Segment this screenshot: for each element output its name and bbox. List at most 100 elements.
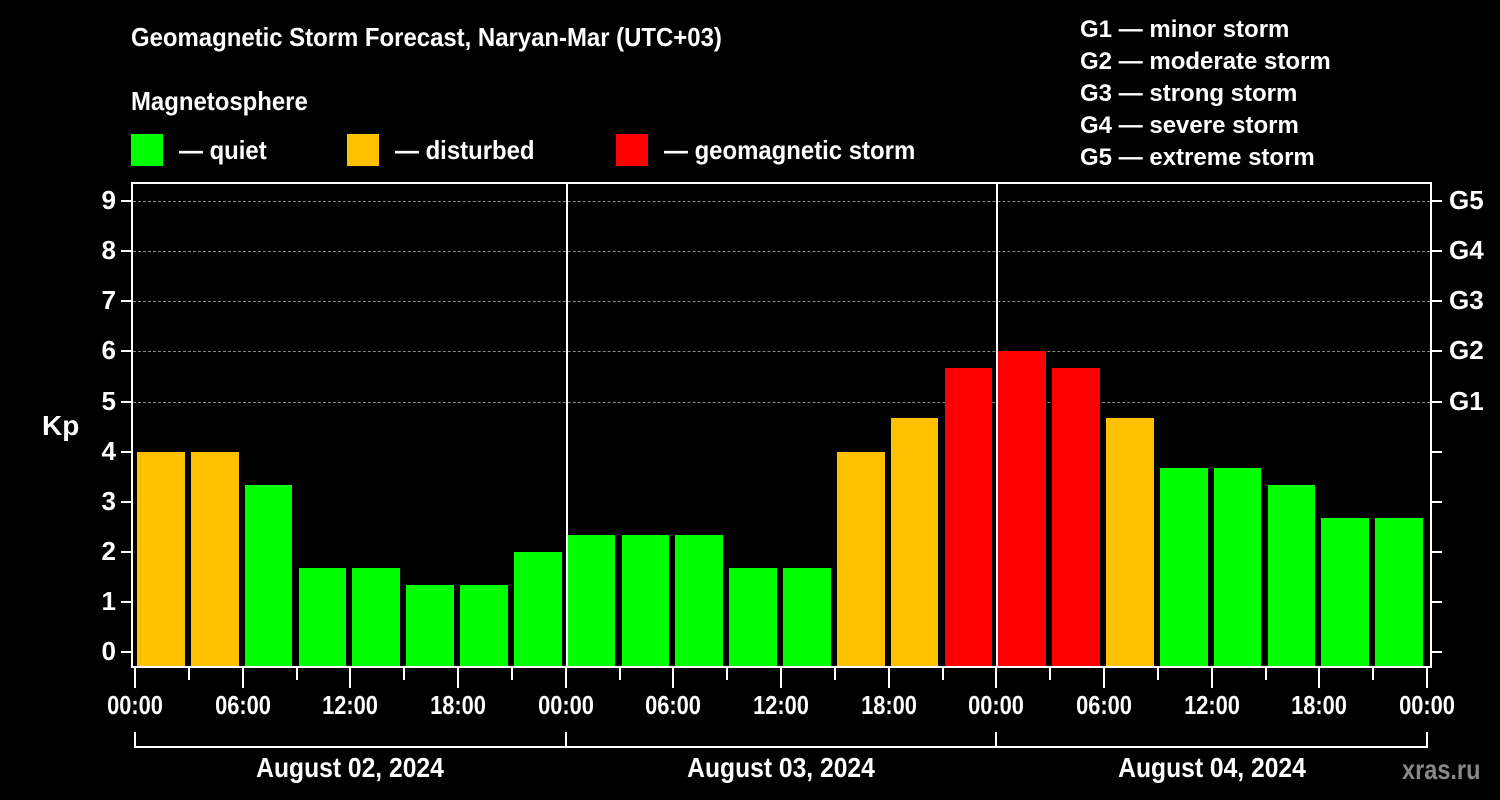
watermark: xras.ru <box>1402 754 1481 785</box>
storm-scale-g1: G1 — minor storm <box>1080 16 1290 43</box>
kp-bar <box>1375 518 1423 666</box>
day-bracket-tick <box>1426 732 1428 748</box>
kp-bar <box>783 568 831 666</box>
y-tick-label: 4 <box>101 435 116 466</box>
x-tick <box>1426 668 1428 688</box>
chart-title: Geomagnetic Storm Forecast, Naryan-Mar (… <box>131 22 722 52</box>
y-tick-label: 6 <box>101 335 116 366</box>
kp-bar <box>890 418 939 666</box>
y-tick-label: 9 <box>101 185 116 216</box>
kp-bar <box>190 451 239 666</box>
y-tick-right <box>1432 350 1442 353</box>
y-tick <box>121 300 131 303</box>
x-tick <box>780 668 782 688</box>
y-tick <box>121 600 131 603</box>
y-tick-label: 7 <box>101 285 116 316</box>
x-tick-label: 00:00 <box>537 690 594 720</box>
day-bracket-tick <box>134 732 136 748</box>
day-bracket-tick <box>995 732 998 748</box>
kp-bar <box>675 535 724 666</box>
x-tick <box>1210 668 1213 688</box>
kp-bar <box>1321 518 1370 666</box>
x-tick <box>187 668 190 680</box>
g-scale-label: G3 <box>1449 285 1484 316</box>
x-tick-label: 18:00 <box>430 690 486 720</box>
y-tick-right <box>1432 250 1442 253</box>
x-tick <box>726 668 729 680</box>
legend-storm: — geomagnetic storm <box>616 134 937 166</box>
chart-subtitle: Magnetosphere <box>131 86 308 116</box>
x-tick <box>457 668 459 688</box>
kp-bar <box>352 568 401 666</box>
day-separator <box>996 184 999 666</box>
y-tick-right <box>1432 450 1442 453</box>
kp-bar <box>1213 468 1262 666</box>
y-tick-label: 3 <box>101 485 116 516</box>
legend-disturbed: — disturbed <box>347 134 547 166</box>
day-label: August 03, 2024 <box>687 752 875 783</box>
y-tick <box>121 550 131 553</box>
x-tick <box>1372 668 1375 680</box>
legend-label: — quiet <box>179 134 267 165</box>
kp-bar <box>406 585 454 666</box>
x-tick <box>510 668 513 680</box>
plot-area <box>131 182 1432 668</box>
kp-bar <box>513 551 562 666</box>
day-label: August 02, 2024 <box>256 752 445 783</box>
x-tick-label: 12:00 <box>1183 690 1240 720</box>
x-tick <box>564 668 567 688</box>
x-tick <box>941 668 944 680</box>
x-tick-label: 18:00 <box>1291 690 1348 720</box>
g-scale-label: G4 <box>1449 235 1484 266</box>
y-tick <box>121 500 131 503</box>
y-tick-right <box>1432 550 1442 553</box>
x-tick <box>1103 668 1105 688</box>
kp-bar <box>1159 468 1208 666</box>
x-tick <box>995 668 998 688</box>
storm-scale-g3: G3 — strong storm <box>1080 80 1298 107</box>
storm-scale-legend: G1 — minor storm G2 — moderate storm G3 … <box>1080 14 1331 174</box>
y-tick <box>121 450 131 453</box>
legend-swatch-quiet <box>131 134 163 166</box>
y-tick-right <box>1432 300 1442 303</box>
x-tick <box>403 668 406 680</box>
gridline <box>133 301 1430 303</box>
x-tick <box>295 668 298 680</box>
x-tick <box>241 668 244 688</box>
gridline <box>133 401 1430 403</box>
y-tick <box>121 200 131 203</box>
y-tick-right <box>1432 600 1442 603</box>
day-bracket <box>134 746 1428 748</box>
kp-bar <box>621 535 670 666</box>
x-tick <box>672 668 675 688</box>
x-tick <box>1049 668 1052 680</box>
kp-bar <box>1106 418 1154 666</box>
x-tick <box>618 668 621 680</box>
x-tick <box>887 668 890 688</box>
kp-bar <box>836 451 885 666</box>
y-tick <box>121 400 131 403</box>
legend-quiet: — quiet <box>131 134 274 166</box>
y-tick-label: 2 <box>101 535 116 566</box>
x-tick <box>1156 668 1159 680</box>
day-separator <box>565 184 568 666</box>
x-tick-label: 18:00 <box>860 690 917 720</box>
kp-bar <box>944 367 993 666</box>
y-axis-label: Kp <box>42 410 80 441</box>
kp-bar <box>729 568 777 666</box>
y-tick-right <box>1432 651 1442 653</box>
g-scale-label: G2 <box>1449 335 1484 366</box>
y-tick-right <box>1432 200 1442 203</box>
y-tick-label: 5 <box>101 385 116 416</box>
x-tick-label: 12:00 <box>322 690 379 720</box>
x-tick <box>1318 668 1321 688</box>
g-scale-label: G5 <box>1449 185 1484 216</box>
legend-label: — geomagnetic storm <box>664 134 916 165</box>
x-tick-label: 00:00 <box>968 690 1025 720</box>
g-scale-label: G1 <box>1449 385 1484 416</box>
y-tick-label: 8 <box>101 235 116 266</box>
gridline <box>133 201 1430 203</box>
day-bracket-tick <box>564 732 567 748</box>
kp-bar <box>1052 367 1100 666</box>
kp-bar <box>460 585 508 666</box>
